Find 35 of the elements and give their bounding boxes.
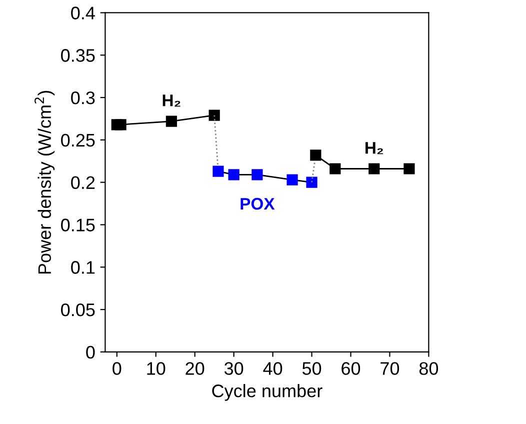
series-label: H₂ xyxy=(366,142,383,154)
x-tick-label: 20 xyxy=(186,362,204,375)
point xyxy=(115,119,126,130)
y-axis-title: Power density (W/cm$^{2}$) xyxy=(34,90,55,274)
point xyxy=(404,163,415,174)
y-tick-label: 0.3 xyxy=(71,91,95,104)
x-tick-label: 60 xyxy=(342,362,360,375)
x-tick-label: 70 xyxy=(380,362,400,375)
y-tick-label: 0 xyxy=(86,346,95,359)
y-tick-label: 0.1 xyxy=(71,261,95,274)
x-tick-label: 10 xyxy=(147,362,166,375)
point xyxy=(228,169,240,180)
x-tick-label: 80 xyxy=(419,362,438,375)
y-tick-label: 0.25 xyxy=(61,134,95,147)
y-tick-label: 0.35 xyxy=(61,49,95,62)
point xyxy=(286,174,298,186)
y-tick-label: 0.4 xyxy=(71,6,95,20)
y-tick-label: 0.05 xyxy=(61,303,95,316)
x-axis-title: Cycle number xyxy=(212,384,322,401)
x-tick-label: 50 xyxy=(302,362,322,375)
point xyxy=(310,150,322,161)
point xyxy=(212,166,224,177)
x-tick-label: 40 xyxy=(263,362,282,375)
point xyxy=(306,176,318,188)
point xyxy=(208,110,220,121)
y-tick-label: 0.2 xyxy=(71,176,95,190)
point xyxy=(252,169,263,180)
x-tick-label: 0 xyxy=(112,362,122,375)
point xyxy=(330,163,341,174)
x-tick-label: 30 xyxy=(224,362,244,375)
series-label: POX xyxy=(240,198,275,210)
point xyxy=(166,116,178,127)
series-label: H₂ xyxy=(162,94,180,107)
y-tick-label: 0.15 xyxy=(61,218,95,232)
point xyxy=(368,163,380,174)
